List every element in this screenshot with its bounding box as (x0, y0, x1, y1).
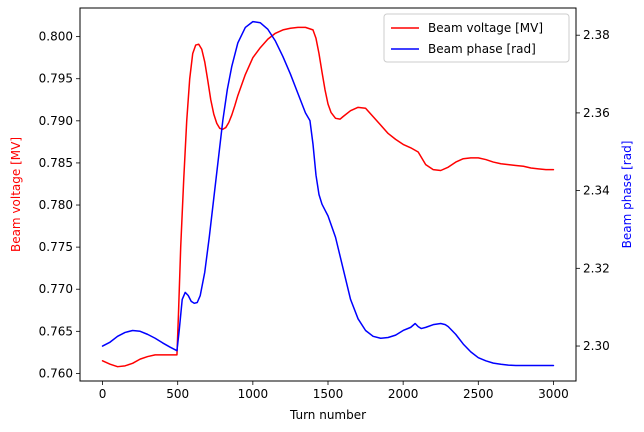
left-y-tick-label: 0.780 (39, 198, 73, 212)
left-y-tick-label: 0.800 (39, 30, 73, 44)
left-y-tick-label: 0.760 (39, 366, 73, 380)
right-y-tick-label: 2.36 (583, 106, 610, 120)
x-tick-label: 500 (166, 387, 189, 401)
right-y-tick-label: 2.38 (583, 28, 610, 42)
right-y-tick-label: 2.34 (583, 184, 610, 198)
legend-box (383, 13, 570, 63)
x-tick-label: 1000 (238, 387, 269, 401)
right-y-axis-label: Beam phase [rad] (620, 141, 634, 249)
left-y-tick-label: 0.770 (39, 282, 73, 296)
x-tick-label: 2000 (388, 387, 419, 401)
right-y-axis-ticks: 2.30 2.32 2.34 2.36 2.38 (576, 28, 610, 353)
left-y-tick-label: 0.790 (39, 114, 73, 128)
right-y-tick-label: 2.30 (583, 339, 610, 353)
x-tick-label: 1500 (313, 387, 344, 401)
series-layer (101, 20, 555, 368)
right-y-tick-label: 2.32 (583, 261, 610, 275)
x-tick-label: 3000 (538, 387, 569, 401)
x-tick-label: 2500 (463, 387, 494, 401)
left-y-tick-label: 0.765 (39, 324, 73, 338)
x-axis-ticks: 0 500 1000 1500 2000 2500 3000 (99, 381, 569, 401)
left-y-axis-ticks: 0.760 0.765 0.770 0.775 0.780 0.785 0.790 0.795… (39, 30, 80, 380)
left-y-tick-label: 0.785 (39, 156, 73, 170)
left-y-axis-label: Beam voltage [MV] (9, 137, 23, 252)
legend-label-beam-phase: Beam phase [rad] (428, 42, 536, 56)
legend-label-beam-voltage: Beam voltage [MV] (428, 21, 543, 35)
beam-voltage-line (101, 26, 555, 368)
legend: Beam voltage [MV] Beam phase [rad] (383, 13, 570, 63)
left-y-tick-label: 0.775 (39, 240, 73, 254)
x-axis-label: Turn number (289, 408, 366, 422)
beam-phase-line (101, 20, 555, 367)
x-tick-label: 0 (99, 387, 107, 401)
left-y-tick-label: 0.795 (39, 72, 73, 86)
